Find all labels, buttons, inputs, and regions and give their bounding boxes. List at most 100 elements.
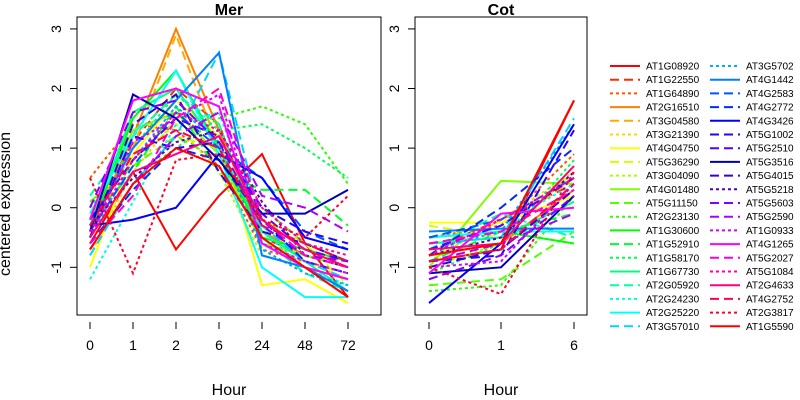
mer-series-at5g10020 [89, 135, 349, 245]
legend-label: AT2G25220 [646, 308, 700, 319]
legend-label: AT1G5590 [746, 322, 794, 333]
cot-series-at5g11150 [428, 230, 575, 287]
mer-y-axis: -1 0 1 2 3 [48, 25, 77, 274]
mer-x-tick-label: 2 [172, 337, 180, 353]
legend-label: AT2G3817 [746, 308, 794, 319]
cot-panel-title: Cot [488, 2, 515, 19]
cot-series-lines [428, 99, 575, 304]
cot-y-tick-label: 3 [386, 25, 402, 33]
mer-y-tick-label: 3 [48, 25, 64, 33]
legend-label: AT4G3426 [746, 116, 794, 127]
legend-label: AT1G64890 [646, 89, 700, 100]
legend-label: AT4G1265 [746, 240, 794, 251]
legend-label: AT4G2583 [746, 89, 794, 100]
mer-series-at4g34260 [89, 152, 349, 251]
cot-x-tick-label: 0 [425, 337, 433, 353]
cot-series-at5g35160 [428, 195, 575, 275]
legend-label: AT1G58170 [646, 253, 700, 264]
mer-x-tick-label: 72 [340, 337, 356, 353]
cot-series-at4g12650 [428, 206, 575, 275]
mer-x-tick-label: 48 [297, 337, 313, 353]
cot-series-at5g10840 [428, 177, 575, 257]
legend-label: AT1G67730 [646, 267, 700, 278]
mer-x-tick-label: 0 [86, 337, 94, 353]
legend-label: AT1G08920 [646, 62, 700, 73]
panel-cot: Cot -1 0 1 2 3 0 1 6 Hour [386, 2, 588, 399]
legend-label: AT4G1442 [746, 75, 794, 86]
legend-label: AT2G4633 [746, 281, 794, 292]
mer-series-at2g38170 [89, 153, 349, 276]
mer-plot-frame [76, 16, 382, 316]
mer-panel-title: Mer [215, 2, 243, 19]
cot-series-at5g52180 [428, 171, 575, 257]
legend-label: AT1G30600 [646, 226, 700, 237]
legend-label: AT5G5603 [746, 199, 794, 210]
legend-label: AT3G57010 [646, 322, 700, 333]
cot-series-at2g38170 [428, 171, 575, 296]
mer-x-axis-title: Hour [212, 382, 247, 399]
legend-label: AT2G16510 [646, 103, 700, 114]
mer-series-at5g20270 [89, 86, 349, 269]
legend-label: AT4G2772 [746, 103, 794, 114]
mer-series-at1g55900 [89, 146, 349, 298]
mer-series-at2g46330 [89, 134, 349, 269]
legend-label: AT2G24230 [646, 294, 700, 305]
mer-series-at4g27520 [89, 129, 349, 263]
mer-series-at3g57020 [89, 104, 349, 287]
cot-series-at5g20270 [428, 188, 575, 245]
mer-series-lines [89, 26, 349, 304]
legend-label: AT3G21390 [646, 130, 700, 141]
cot-series-at4g27720 [428, 147, 575, 257]
cot-y-tick-label: -1 [386, 261, 402, 274]
legend: AT1G08920 AT1G22550 AT1G64890 AT2G16510 AT3G… [610, 62, 794, 333]
legend-label: AT5G5218 [746, 185, 794, 196]
cot-series-at1g58170 [428, 159, 575, 275]
cot-plot-frame [414, 16, 588, 316]
cot-series-at5g56030 [428, 195, 575, 281]
cot-x-tick-label: 1 [497, 337, 505, 353]
cot-series-at1g09330 [428, 183, 575, 269]
mer-x-tick-label: 6 [215, 337, 223, 353]
legend-label: AT3G5702 [746, 62, 794, 73]
legend-label: AT3G04580 [646, 116, 700, 127]
panel-mer: Mer -1 0 1 2 3 0 1 2 6 24 48 72 Hour [48, 2, 382, 399]
legend-label: AT5G1084 [746, 267, 794, 278]
cot-y-tick-label: 1 [386, 144, 402, 152]
cot-x-tick-label: 6 [570, 337, 578, 353]
cot-y-tick-label: 0 [386, 204, 402, 212]
mer-x-tick-label: 24 [254, 337, 270, 353]
mer-series-at5g35160 [89, 93, 349, 232]
cot-y-axis: -1 0 1 2 3 [386, 25, 415, 274]
legend-label: AT5G36290 [646, 157, 700, 168]
legend-label: AT5G2590 [746, 212, 794, 223]
legend-label: AT5G4015 [746, 171, 794, 182]
legend-label: AT3G04090 [646, 171, 700, 182]
mer-y-tick-label: 0 [48, 204, 64, 212]
cot-series-at2g23130 [428, 195, 575, 293]
legend-label: AT4G04750 [646, 144, 700, 155]
legend-label: AT5G1002 [746, 130, 794, 141]
mer-series-at1g09330 [89, 92, 349, 275]
legend-label: AT5G2027 [746, 253, 794, 264]
legend-label: AT5G3516 [746, 157, 794, 168]
legend-label: AT5G11150 [646, 199, 698, 210]
mer-x-tick-label: 1 [129, 337, 137, 353]
legend-label: AT5G2510 [746, 144, 794, 155]
mer-y-tick-label: -1 [48, 261, 64, 274]
legend-label: AT1G0933 [746, 226, 794, 237]
cot-x-axis: 0 1 6 [425, 322, 578, 353]
mer-y-tick-label: 2 [48, 84, 64, 92]
mer-x-axis: 0 1 2 6 24 48 72 [86, 322, 356, 353]
cot-x-axis-title: Hour [484, 382, 519, 399]
mer-series-at2g23130 [89, 105, 349, 227]
legend-label: AT4G2752 [746, 294, 794, 305]
cot-y-tick-label: 2 [386, 84, 402, 92]
cot-series-at4g27520 [428, 183, 575, 263]
cot-series-at1g55900 [428, 99, 575, 257]
legend-label: AT2G05920 [646, 281, 700, 292]
y-axis-title: centered expression [0, 132, 14, 276]
legend-label: AT1G22550 [646, 75, 700, 86]
cot-series-at2g24230 [428, 183, 575, 257]
legend-label: AT1G52910 [646, 240, 700, 251]
